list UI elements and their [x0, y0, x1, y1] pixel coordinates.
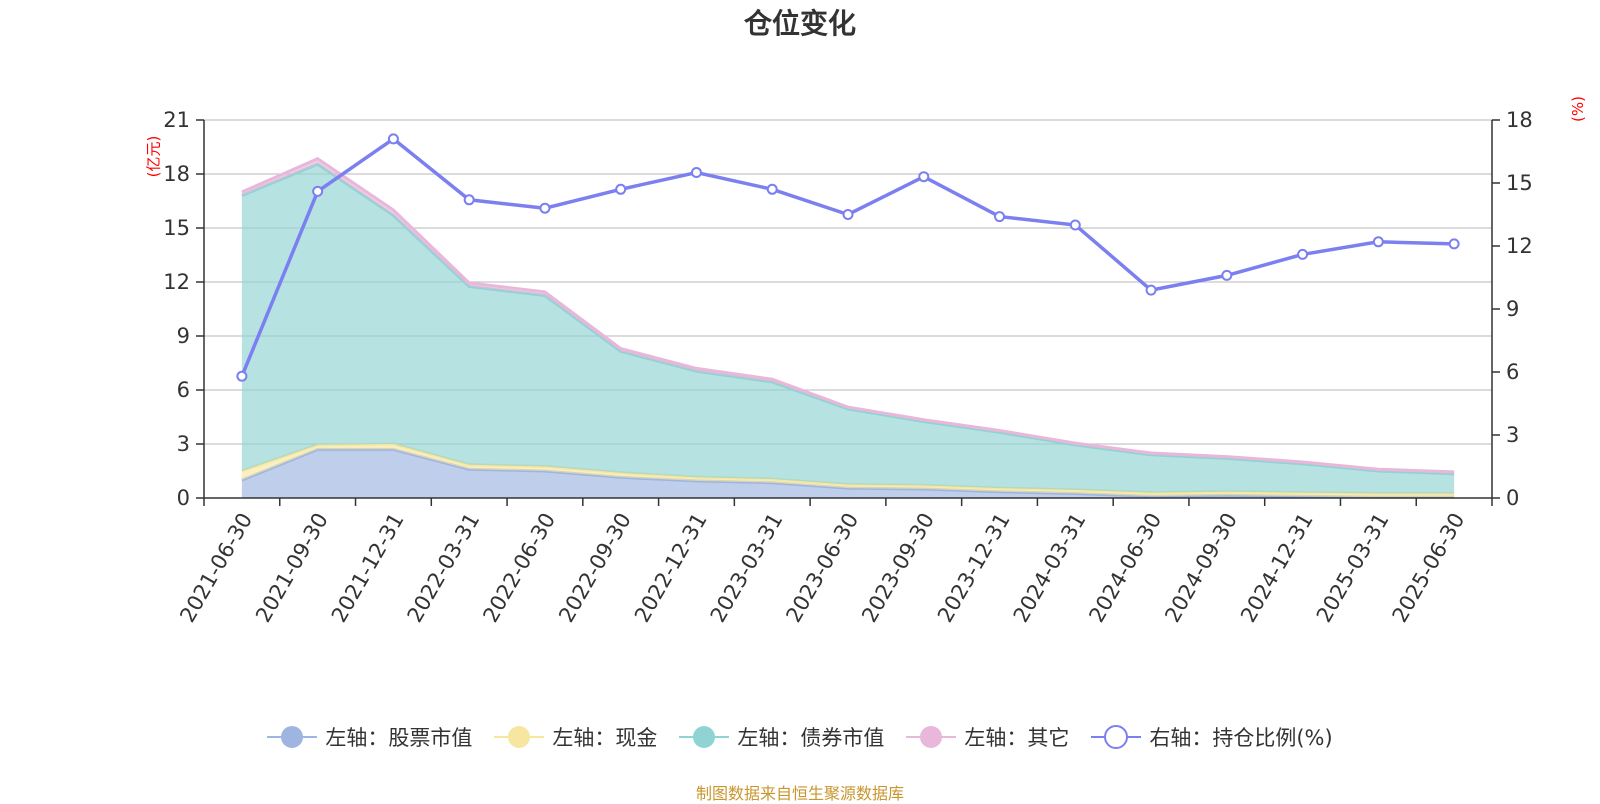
- x-tick-label-1: 2021-09-30: [251, 509, 333, 627]
- legend-label-stock: 左轴：股票市值: [325, 726, 473, 750]
- legend-swatch-cash: [494, 723, 545, 751]
- ratio-point-0: [236, 370, 248, 382]
- x-tick-label-8: 2023-06-30: [781, 509, 863, 627]
- x-tick-label-9: 2023-09-30: [857, 509, 939, 627]
- x-tick-label-0: 2021-06-30: [175, 509, 257, 627]
- left-tick-label-5: 15: [163, 216, 190, 240]
- legend-label-other: 左轴：其它: [964, 726, 1070, 750]
- ratio-point-8: [842, 209, 854, 220]
- area-series-0: [241, 449, 1455, 498]
- x-tick-label-11: 2024-03-31: [1009, 509, 1091, 627]
- x-tick-label-10: 2023-12-31: [933, 509, 1015, 627]
- area-line-series-3: [241, 156, 1455, 474]
- ratio-point-4: [539, 202, 551, 214]
- legend-label-bond: 左轴：债券市值: [737, 726, 885, 750]
- left-tick-label-2: 6: [177, 378, 190, 402]
- ratio-point-9: [918, 171, 930, 183]
- ratio-point-16: [1448, 238, 1460, 250]
- x-tick-label-13: 2024-09-30: [1160, 509, 1242, 627]
- x-tick-label-4: 2022-06-30: [478, 509, 560, 627]
- legend-swatch-other: [906, 723, 957, 751]
- legend-item-ratio[interactable]: 右轴：持仓比例(%): [1091, 722, 1333, 752]
- left-tick-label-3: 9: [177, 324, 190, 348]
- x-tick-label-15: 2025-03-31: [1312, 509, 1394, 627]
- x-tick-label-16: 2025-06-30: [1388, 509, 1470, 627]
- right-tick-label-1: 3: [1506, 423, 1519, 447]
- ratio-point-5: [615, 183, 627, 195]
- legend-swatch-bond: [679, 723, 730, 751]
- legend-label-cash: 左轴：现金: [552, 726, 658, 750]
- legend-item-other[interactable]: 左轴：其它: [906, 722, 1069, 752]
- area-series-1: [241, 444, 1455, 498]
- x-tick-label-5: 2022-09-30: [554, 509, 636, 627]
- left-tick-label-7: 21: [163, 108, 190, 132]
- right-tick-label-2: 6: [1506, 360, 1519, 384]
- ratio-point-7: [766, 183, 778, 195]
- legend-item-cash[interactable]: 左轴：现金: [494, 722, 657, 752]
- ratio-point-10: [994, 211, 1006, 223]
- right-tick-label-6: 18: [1506, 108, 1533, 132]
- right-tick-label-3: 9: [1506, 297, 1519, 321]
- legend-label-ratio: 右轴：持仓比例(%): [1149, 726, 1333, 750]
- left-tick-label-0: 0: [177, 486, 190, 510]
- ratio-point-13: [1221, 269, 1233, 281]
- right-tick-label-5: 15: [1506, 171, 1533, 195]
- x-tick-label-12: 2024-06-30: [1084, 509, 1166, 627]
- legend-item-stock[interactable]: 左轴：股票市值: [267, 722, 472, 752]
- x-tick-label-3: 2022-03-31: [403, 509, 485, 627]
- ratio-point-12: [1145, 284, 1157, 296]
- ratio-point-15: [1372, 236, 1384, 248]
- legend-swatch-stock: [267, 723, 318, 751]
- x-tick-label-2: 2021-12-31: [327, 509, 409, 627]
- ratio-point-2: [387, 133, 399, 145]
- x-tick-label-6: 2022-12-31: [630, 509, 712, 627]
- left-tick-label-6: 18: [163, 162, 190, 186]
- x-tick-label-7: 2023-03-31: [706, 509, 788, 627]
- ratio-point-1: [312, 185, 324, 197]
- left-tick-label-1: 3: [177, 432, 190, 456]
- ratio-point-11: [1069, 219, 1081, 231]
- ratio-point-14: [1297, 248, 1309, 260]
- right-tick-label-4: 12: [1506, 234, 1533, 258]
- source-footer: 制图数据来自恒生聚源数据库: [695, 784, 904, 803]
- ratio-point-6: [690, 167, 702, 178]
- left-tick-label-4: 12: [163, 270, 190, 294]
- area-series-2: [241, 164, 1455, 494]
- ratio-point-3: [463, 194, 475, 206]
- legend: 左轴：股票市值 左轴：现金 左轴：债券市值 左轴：其它 右轴：持仓比例(%): [0, 722, 1600, 752]
- x-tick-label-14: 2024-12-31: [1236, 509, 1318, 627]
- legend-swatch-ratio: [1091, 723, 1142, 751]
- legend-item-bond[interactable]: 左轴：债券市值: [679, 722, 884, 752]
- right-tick-label-0: 0: [1506, 486, 1519, 510]
- chart-title: 仓位变化: [743, 7, 856, 40]
